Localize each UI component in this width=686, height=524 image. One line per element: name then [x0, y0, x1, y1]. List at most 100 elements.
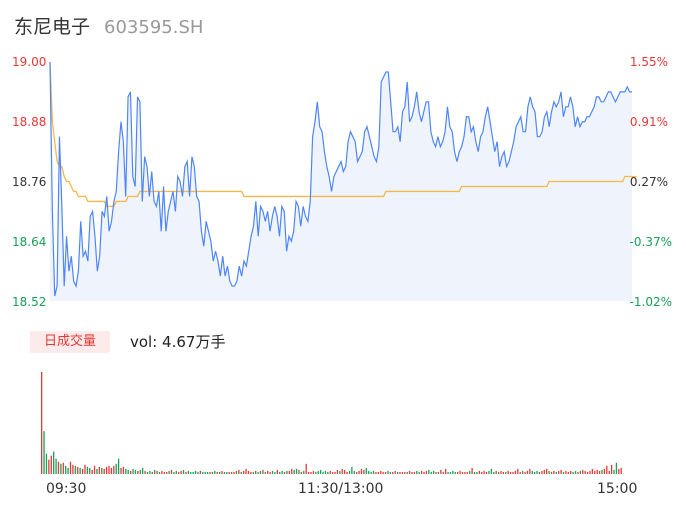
- volume-bar: [548, 470, 550, 474]
- volume-bar: [483, 470, 485, 474]
- volume-bar: [180, 470, 182, 474]
- volume-bar: [235, 470, 238, 474]
- volume-bar: [312, 470, 315, 474]
- volume-bar: [353, 470, 355, 474]
- volume-bar: [392, 471, 394, 474]
- volume-bar: [170, 469, 173, 474]
- volume-bar: [389, 471, 391, 474]
- volume-bar: [214, 470, 216, 474]
- volume-bar: [105, 466, 108, 474]
- y-axis-right: 1.55% 0.91% 0.27% -0.37% -1.02%: [630, 55, 672, 309]
- volume-bar: [315, 471, 317, 474]
- volume-bar: [238, 469, 240, 474]
- volume-bar: [279, 471, 281, 474]
- price-area-fill: [50, 62, 632, 301]
- volume-bar: [519, 471, 521, 474]
- volume-badge: 日成交量: [30, 331, 110, 353]
- volume-bar: [45, 453, 48, 474]
- volume-bar: [322, 471, 324, 474]
- volume-bar: [567, 471, 569, 474]
- volume-bar: [240, 471, 242, 474]
- volume-bar: [497, 471, 500, 474]
- volume-bar: [577, 471, 579, 474]
- volume-bar: [250, 471, 252, 474]
- volume-bar: [618, 468, 620, 474]
- volume-bar: [115, 463, 117, 474]
- volume-bar: [543, 469, 545, 474]
- volume-bar: [579, 470, 581, 474]
- volume-bar: [553, 470, 555, 474]
- volume-bar: [53, 451, 55, 474]
- y-tick-left: 18.64: [12, 235, 46, 249]
- volume-bar: [382, 471, 384, 474]
- y-axis-left: 19.00 18.88 18.76 18.64 18.52: [12, 55, 46, 309]
- volume-bar: [420, 470, 423, 474]
- volume-bar: [48, 459, 50, 474]
- volume-bar: [211, 471, 214, 474]
- volume-bar: [615, 462, 618, 474]
- volume-bar: [209, 471, 211, 474]
- volume-bar: [606, 465, 608, 474]
- volume-bar: [84, 464, 86, 474]
- price-lines: [49, 61, 637, 297]
- volume-bar: [445, 468, 447, 474]
- volume-bar: [437, 471, 440, 474]
- volume-bar: [562, 471, 565, 474]
- volume-bar: [329, 470, 331, 474]
- volume-bar: [120, 467, 122, 474]
- volume-bar: [228, 471, 230, 474]
- volume-bar: [163, 471, 165, 474]
- volume-bar: [447, 471, 449, 474]
- volume-bar: [303, 470, 305, 474]
- volume-bar: [582, 469, 584, 474]
- volume-bar: [550, 471, 553, 474]
- volume-bar: [125, 468, 127, 474]
- volume-bar: [334, 471, 336, 474]
- y-tick-right: 1.55%: [630, 55, 668, 69]
- average-price-line: [49, 61, 637, 208]
- volume-bar: [310, 471, 312, 474]
- volume-bar: [300, 471, 303, 474]
- volume-bar: [558, 470, 560, 474]
- volume-bar: [454, 471, 456, 474]
- volume-bar: [425, 470, 428, 474]
- volume-bar: [43, 431, 45, 474]
- volume-bar: [435, 471, 437, 474]
- volume-bar: [442, 471, 444, 474]
- volume-bar: [245, 468, 247, 474]
- volume-bar: [481, 471, 483, 474]
- volume-bar: [466, 471, 468, 474]
- volume-bar: [594, 470, 596, 474]
- volume-bar: [79, 467, 81, 474]
- volume-bar: [396, 471, 399, 474]
- volume-bar: [620, 467, 622, 474]
- volume-bar: [262, 469, 264, 474]
- volume-bar: [560, 469, 562, 474]
- volume-bar: [259, 470, 262, 474]
- volume-bar: [93, 465, 96, 474]
- volume-bar: [192, 471, 194, 474]
- volume-bar: [139, 469, 141, 474]
- volume-bar: [586, 471, 589, 474]
- volume-bar: [601, 469, 603, 474]
- x-tick-open: 09:30: [46, 481, 87, 497]
- volume-bar: [69, 461, 72, 474]
- volume-bar: [598, 470, 601, 474]
- volume-bar: [103, 468, 105, 474]
- volume-bar: [286, 470, 288, 474]
- y-tick-left: 19.00: [12, 55, 46, 69]
- volume-bar: [257, 471, 259, 474]
- volume-text: vol: 4.67万手: [130, 333, 226, 351]
- volume-bar: [151, 471, 153, 474]
- volume-bar: [197, 471, 199, 474]
- volume-bar: [137, 470, 139, 474]
- volume-bar: [488, 470, 490, 474]
- volume-bar: [264, 471, 266, 474]
- volume-bar: [293, 469, 295, 474]
- volume-bar: [584, 470, 586, 474]
- volume-bar: [418, 471, 420, 474]
- volume-bar: [512, 471, 514, 474]
- volume-bar: [416, 470, 418, 474]
- volume-bar: [430, 471, 432, 474]
- volume-bar: [281, 470, 283, 474]
